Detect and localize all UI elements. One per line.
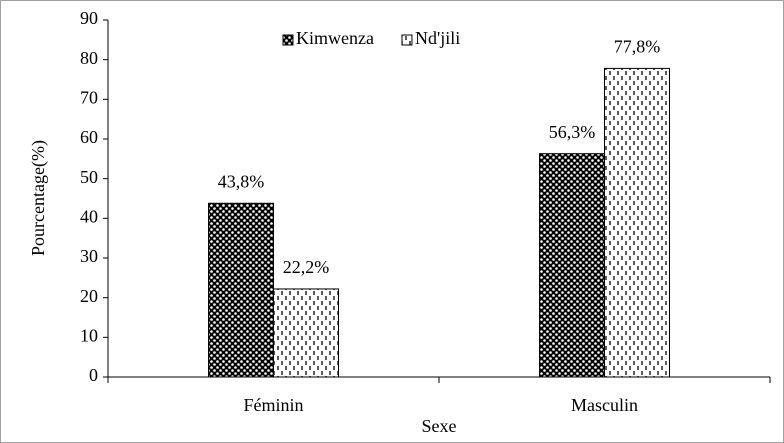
legend-swatch [401,34,413,46]
legend-label: Nd'jili [415,28,460,48]
x-tick-label: Masculin [571,395,638,415]
y-tick-label: 60 [80,127,98,147]
y-tick-label: 50 [80,167,98,187]
y-tick-label: 20 [80,286,98,306]
bar [208,202,274,378]
value-label: 22,2% [283,257,330,277]
x-axis-label: Sexe [422,416,457,436]
y-tick-label: 80 [80,48,98,68]
bar [273,288,339,378]
y-tick-label: 90 [80,8,98,28]
legend-label: Kimwenza [296,28,374,48]
y-tick-label: 0 [89,365,98,385]
legend-swatch [282,34,294,46]
y-tick-label: 30 [80,246,98,266]
bar [604,67,670,378]
value-label: 56,3% [549,122,596,142]
y-tick-label: 70 [80,87,98,107]
y-tick-label: 10 [80,325,98,345]
value-label: 77,8% [614,37,661,57]
x-tick-label: Féminin [243,395,303,415]
y-axis-label: Pourcentage(%) [28,140,49,256]
y-tick-label: 40 [80,206,98,226]
value-label: 43,8% [218,171,265,191]
bar [539,153,605,378]
